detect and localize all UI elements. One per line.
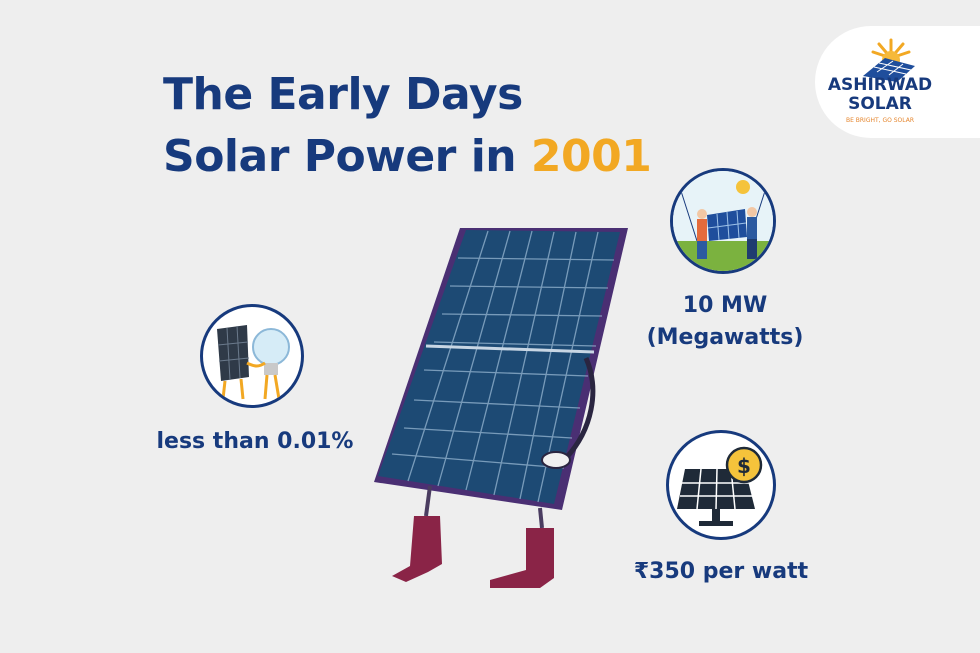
sun-icon bbox=[863, 38, 915, 82]
share-stat: less than 0.01% bbox=[156, 429, 354, 454]
capacity-value: 10 MW bbox=[682, 293, 768, 318]
solar-panel-dollar-icon: $ bbox=[666, 430, 776, 540]
brand-line-1: ASHIRWAD bbox=[827, 75, 933, 95]
workers-carrying-panel-icon bbox=[670, 168, 776, 274]
brand-tagline: BE BRIGHT, GO SOLAR bbox=[845, 117, 915, 124]
panel-and-bulb-handshake-icon bbox=[200, 304, 304, 408]
brand-name: ASHIRWAD SOLAR bbox=[815, 76, 945, 114]
capacity-stat: 10 MW (Megawatts) bbox=[632, 290, 818, 354]
brand-line-2: SOLAR bbox=[848, 94, 912, 114]
title-line-1: The Early Days bbox=[163, 69, 523, 120]
svg-text:$: $ bbox=[737, 454, 751, 478]
brand-logo: ASHIRWAD SOLAR BE BRIGHT, GO SOLAR bbox=[815, 26, 980, 138]
page-title: The Early Days Solar Power in 2001 bbox=[163, 64, 652, 188]
capacity-unit: (Megawatts) bbox=[646, 325, 804, 350]
price-stat: ₹350 per watt bbox=[633, 559, 809, 584]
title-year: 2001 bbox=[530, 131, 652, 182]
title-line-2-prefix: Solar Power in bbox=[163, 131, 531, 182]
solar-panel-mascot-illustration bbox=[374, 228, 628, 588]
